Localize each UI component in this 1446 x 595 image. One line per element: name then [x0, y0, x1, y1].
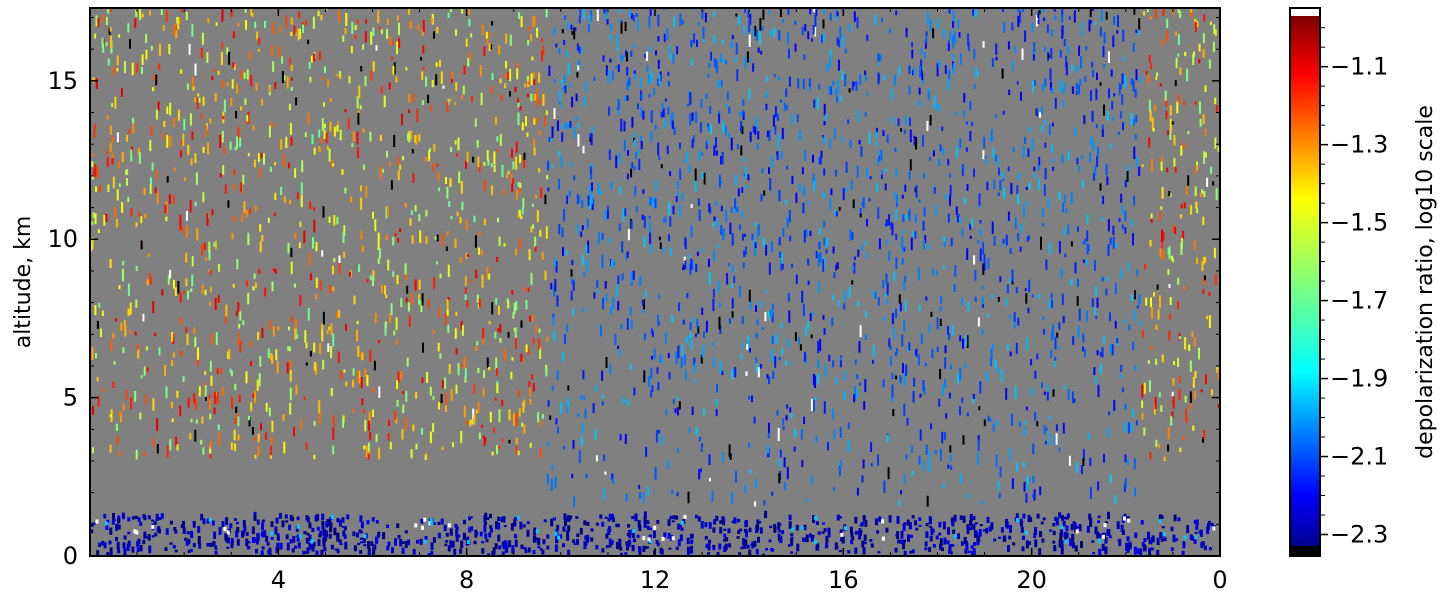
- colorbar-tick-label: −2.3: [1330, 521, 1388, 549]
- colorbar-tick-label: −1.3: [1330, 131, 1388, 159]
- colorbar-gradient: [1290, 16, 1320, 554]
- colorbar-ticks: −1.1 −1.3 −1.5 −1.7 −1.9 −2.1 −2.3: [1320, 27, 1388, 549]
- x-tick-label: 8: [459, 566, 474, 594]
- heatmap-region-4: [90, 510, 1216, 556]
- y-tick-label: 15: [47, 67, 78, 95]
- heatmap-region-3: [1141, 8, 1220, 461]
- heatmap: [90, 8, 1220, 556]
- colorbar-top-cap: [1290, 8, 1320, 16]
- colorbar-tick-label: −2.1: [1330, 443, 1388, 471]
- colorbar-frame: [1289, 7, 1321, 557]
- colorbar-bottom-cap: [1290, 546, 1320, 556]
- plot-area: 4 8 12 16 20 0 0 5 10 15 altitude, km: [11, 7, 1228, 594]
- x-axis: 4 8 12 16 20 0: [136, 8, 1228, 594]
- y-tick-label: 10: [47, 225, 78, 253]
- colorbar-title: depolarization ratio, log10 scale: [1413, 105, 1438, 459]
- x-tick-label: 4: [271, 566, 286, 594]
- x-tick-label: 0: [1212, 566, 1227, 594]
- y-tick-label: 5: [63, 384, 78, 412]
- y-axis-title: altitude, km: [11, 216, 36, 349]
- colorbar-tick-label: −1.9: [1330, 365, 1388, 393]
- x-tick-label: 20: [1016, 566, 1047, 594]
- y-axis: 0 5 10 15: [47, 17, 1220, 570]
- x-tick-label: 12: [640, 566, 671, 594]
- colorbar: −1.1 −1.3 −1.5 −1.7 −1.9 −2.1 −2.3 depolarizat…: [1289, 7, 1438, 557]
- plot-background: [90, 8, 1220, 556]
- colorbar-tick-label: −1.5: [1330, 209, 1388, 237]
- y-tick-label: 0: [63, 542, 78, 570]
- heatmap-region-2: [546, 8, 1142, 508]
- heatmap-region-1: [90, 8, 549, 460]
- colorbar-tick-label: −1.7: [1330, 287, 1388, 315]
- x-tick-label: 16: [828, 566, 859, 594]
- colorbar-tick-label: −1.1: [1330, 53, 1388, 81]
